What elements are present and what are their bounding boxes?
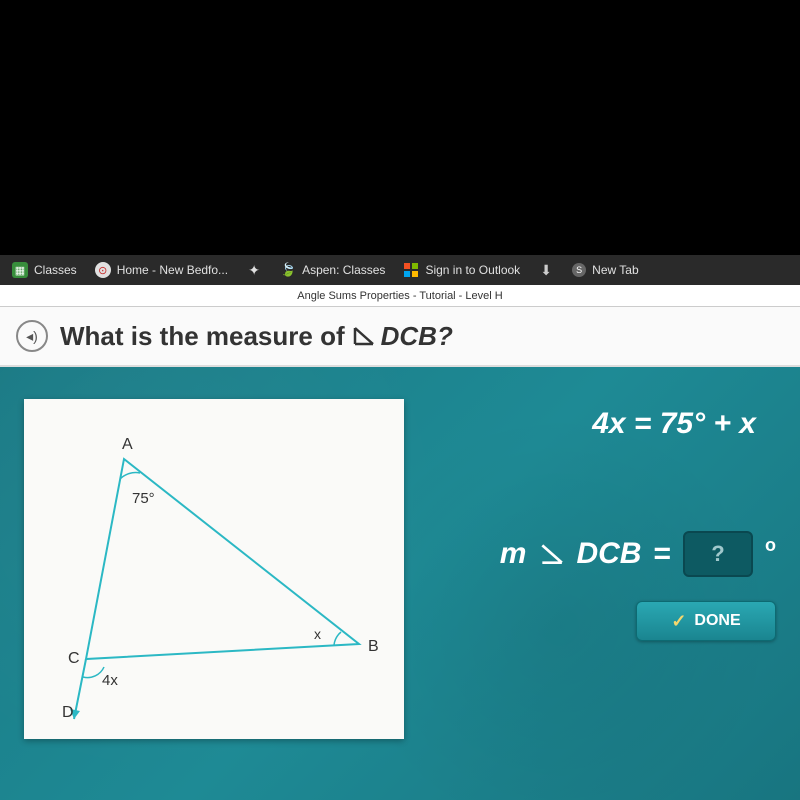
diagram-panel: A C B D 75° x 4x — [24, 399, 404, 739]
app-content: ◂) What is the measure of DCB? A C B D 7… — [0, 307, 800, 800]
bookmark-label: Classes — [34, 263, 77, 277]
bookmark-label: Home - New Bedfo... — [117, 263, 228, 277]
equation-display: 4x = 75° + x — [428, 407, 776, 441]
bookmark-bar: ▦ Classes ⊙ Home - New Bedfo... ✦ 🍃 Aspe… — [0, 255, 800, 285]
bookmark-label: New Tab — [592, 263, 638, 277]
home-icon: ⊙ — [95, 262, 111, 278]
question-angle: DCB? — [381, 321, 453, 352]
classes-icon: ▦ — [12, 262, 28, 278]
bookmark-aspen[interactable]: 🍃 Aspen: Classes — [280, 262, 385, 278]
audio-button[interactable]: ◂) — [16, 320, 48, 352]
bookmark-label: Aspen: Classes — [302, 263, 385, 277]
tab-title-text: Angle Sums Properties - Tutorial - Level… — [297, 290, 502, 302]
bookmark-download[interactable]: ⬇ — [538, 262, 554, 278]
answer-row: m DCB = ? o — [428, 531, 776, 577]
point-C: C — [68, 650, 80, 667]
bookmark-label: Sign in to Outlook — [425, 263, 520, 277]
leaf-icon: 🍃 — [280, 262, 296, 278]
speaker-icon: ◂) — [26, 328, 38, 345]
check-icon: ✓ — [671, 611, 686, 632]
point-A: A — [122, 436, 133, 453]
tab-title-bar: Angle Sums Properties - Tutorial - Level… — [0, 285, 800, 307]
main-area: A C B D 75° x 4x 4x = 75° + x m DCB = ? … — [0, 367, 800, 800]
degree-symbol: o — [765, 535, 776, 556]
done-label: DONE — [694, 612, 740, 630]
triangle-diagram: A C B D 75° x 4x — [24, 399, 404, 739]
done-button[interactable]: ✓ DONE — [636, 601, 776, 641]
angle-icon — [351, 324, 375, 348]
pinwheel-icon: ✦ — [246, 262, 262, 278]
answer-placeholder: ? — [711, 541, 724, 567]
angle-icon — [538, 541, 564, 567]
outlook-icon — [403, 262, 419, 278]
angle-A-label: 75° — [132, 490, 155, 507]
bookmark-classes[interactable]: ▦ Classes — [12, 262, 77, 278]
right-panel: 4x = 75° + x m DCB = ? o ✓ DONE — [428, 399, 776, 768]
point-D: D — [62, 704, 74, 721]
bookmark-newtab[interactable]: S New Tab — [572, 263, 638, 277]
bookmark-home[interactable]: ⊙ Home - New Bedfo... — [95, 262, 228, 278]
download-icon: ⬇ — [538, 262, 554, 278]
bookmark-outlook[interactable]: Sign in to Outlook — [403, 262, 520, 278]
equals-sign: = — [653, 537, 671, 571]
answer-input[interactable]: ? — [683, 531, 753, 577]
angle-B-label: x — [314, 626, 321, 642]
screen-top-black — [0, 0, 800, 255]
answer-angle-name: DCB — [576, 537, 641, 571]
point-B: B — [368, 638, 379, 655]
globe-icon: S — [572, 263, 586, 277]
question-prefix: What is the measure of — [60, 321, 345, 352]
question-text: What is the measure of DCB? — [60, 321, 453, 352]
angle-DCB-label: 4x — [102, 672, 118, 689]
question-bar: ◂) What is the measure of DCB? — [0, 307, 800, 367]
bookmark-pinwheel[interactable]: ✦ — [246, 262, 262, 278]
answer-prefix: m — [500, 537, 527, 571]
